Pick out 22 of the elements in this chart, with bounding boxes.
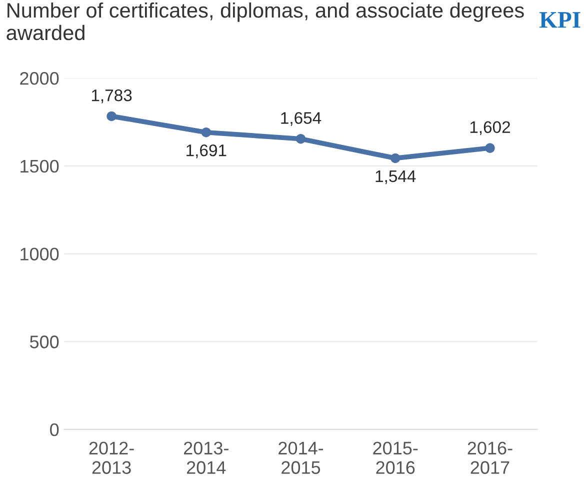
text: 1,654 <box>281 112 322 126</box>
point <box>485 143 495 153</box>
x-tick-label: 2016- 2017 <box>468 442 512 474</box>
y-tick-label: 1000 <box>20 248 59 260</box>
y-tick-label: 1500 <box>20 160 59 173</box>
point <box>390 153 400 164</box>
x-tick-label: 2012- 2013 <box>89 442 134 474</box>
text: 1,602 <box>470 121 510 135</box>
x-tick-label: 2013- 2014 <box>184 442 228 474</box>
y-tick-label: 0 <box>50 423 59 436</box>
text: 1,544 <box>376 170 416 184</box>
y-tick-label: 2000 <box>20 72 59 85</box>
x-tick-label: 2015- 2016 <box>373 442 418 474</box>
point <box>201 128 212 138</box>
y-tick-label: 500 <box>30 336 59 348</box>
point <box>296 134 306 144</box>
chart-title: Number of certificates, diplomas, and associate degrees awarded <box>6 2 524 40</box>
text: KPI <box>540 12 580 28</box>
text: 1,691 <box>186 144 226 158</box>
point <box>106 111 116 122</box>
x-tick-label: 2014- 2015 <box>278 442 324 474</box>
text: 1,783 <box>92 89 132 104</box>
